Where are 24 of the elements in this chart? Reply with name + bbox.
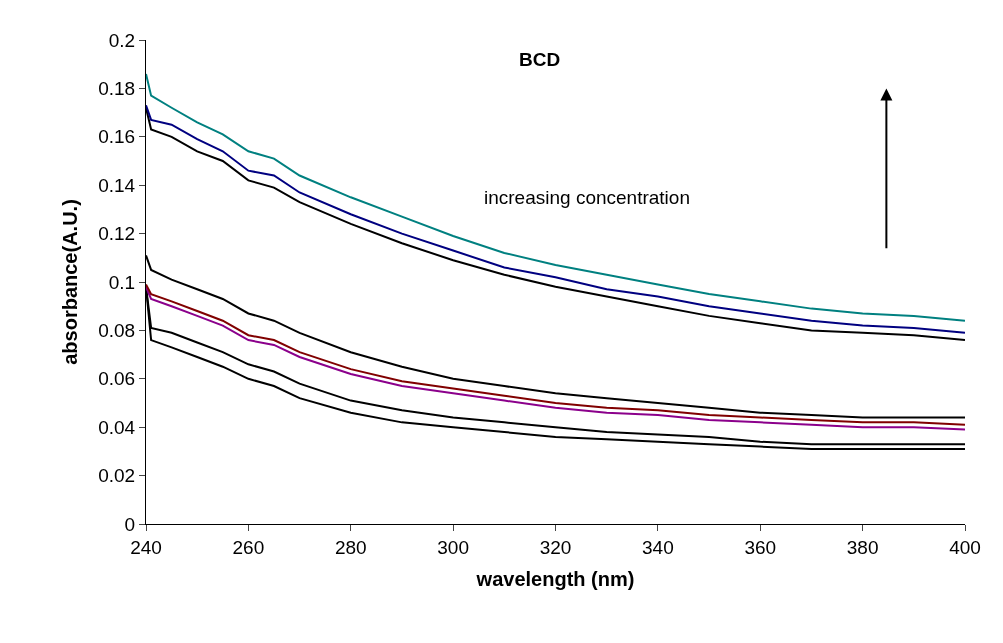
y-tick-label: 0.04 xyxy=(98,416,136,438)
x-tick-label: 300 xyxy=(437,536,469,558)
x-tick-label: 240 xyxy=(130,536,162,558)
y-tick-label: 0.12 xyxy=(98,223,136,245)
x-tick-label: 280 xyxy=(334,536,367,558)
x-tick-label: 360 xyxy=(744,536,777,558)
y-tick-label: 0.1 xyxy=(108,271,136,293)
annotation: increasing concentration xyxy=(484,187,690,208)
x-tick-label: 320 xyxy=(539,536,572,558)
x-tick-label: 400 xyxy=(949,536,981,558)
text: BCD xyxy=(519,49,561,70)
x-axis-title: wavelength (nm) xyxy=(475,568,635,591)
y-tick-label: 0.2 xyxy=(108,29,136,51)
y-tick-label: 0.14 xyxy=(98,174,136,196)
x-tick-label: 380 xyxy=(846,536,879,558)
y-tick-label: 0.02 xyxy=(98,465,136,487)
y-tick-label: 0.16 xyxy=(98,126,136,148)
y-tick-label: 0.08 xyxy=(98,320,136,342)
x-tick-label: 260 xyxy=(232,536,265,558)
y-tick-label: 0.18 xyxy=(98,78,136,100)
y-axis-title: absorbance(A.U.) xyxy=(58,199,81,365)
x-tick-label: 340 xyxy=(642,536,674,558)
y-tick-label: 0.06 xyxy=(98,368,136,390)
y-tick-label: 0 xyxy=(124,513,136,535)
